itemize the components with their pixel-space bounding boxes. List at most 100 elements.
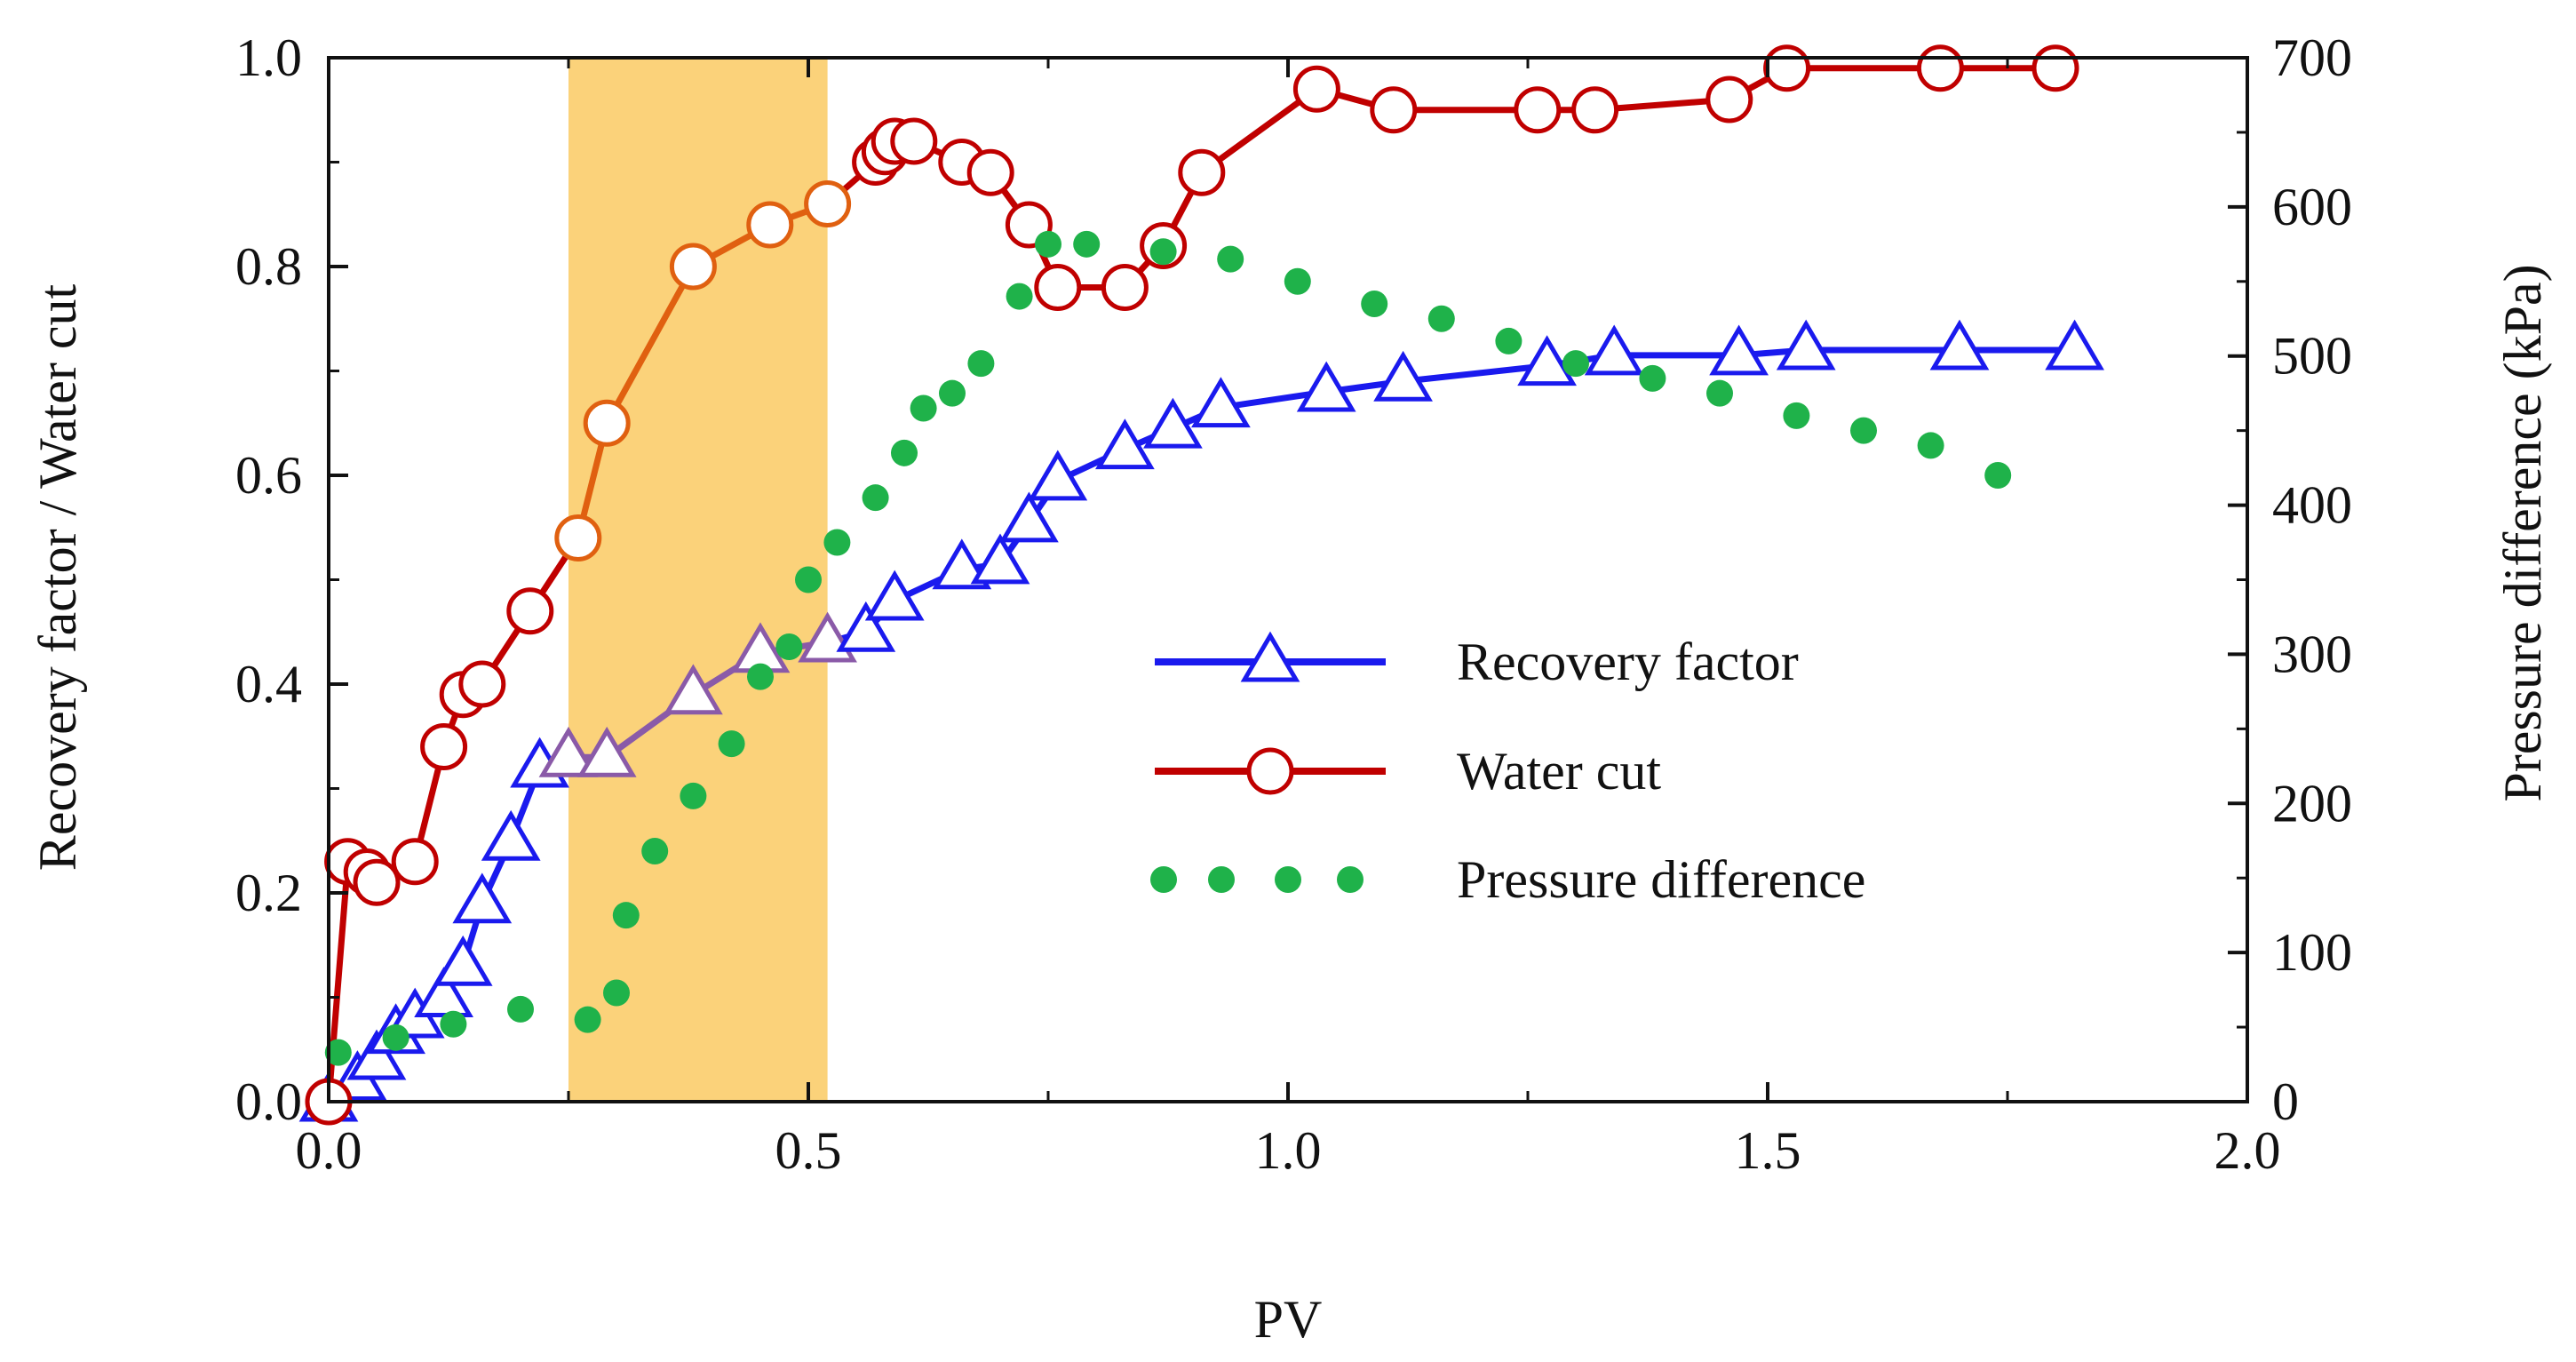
y-right-tick-label: 100 — [2272, 923, 2352, 982]
data-point-triangle — [433, 935, 493, 986]
data-point-dot — [574, 1006, 601, 1033]
data-point-circle — [1370, 86, 1418, 134]
series-line-segment — [1198, 85, 1320, 176]
data-point-circle — [1101, 264, 1149, 311]
legend-dot — [1275, 866, 1301, 893]
legend-label: Recovery factor — [1457, 633, 1799, 691]
data-point-dot — [910, 394, 937, 422]
data-point-dot — [1073, 230, 1101, 258]
y-left-axis-title: Recovery factor / Water cut — [28, 283, 87, 871]
data-point-circle — [2031, 44, 2079, 92]
data-point-dot — [967, 350, 995, 378]
data-point-circle — [1571, 86, 1619, 134]
legend-dot — [1337, 866, 1364, 893]
data-point-triangle — [1584, 324, 1644, 376]
legend-label: Pressure difference — [1457, 850, 1865, 909]
data-point-triangle — [999, 491, 1059, 543]
data-point-circle — [420, 723, 468, 770]
x-tick-label: 1.5 — [1735, 1121, 1801, 1180]
y-right-axis-title: Pressure difference (kPa) — [2493, 264, 2552, 801]
legend-dot — [1208, 866, 1235, 893]
data-point-circle — [1034, 264, 1082, 311]
data-point-dot — [1149, 238, 1177, 266]
data-point-circle — [1178, 148, 1226, 196]
y-left-tick-label: 0.2 — [235, 864, 302, 922]
series-line-segment — [603, 263, 696, 426]
data-point-triangle — [452, 872, 513, 924]
data-point-dot — [382, 1023, 409, 1051]
y-right-tick-label: 700 — [2272, 28, 2352, 87]
series-pressure-difference — [324, 230, 2012, 1066]
data-point-dot — [718, 730, 745, 758]
data-point-circle — [554, 514, 602, 562]
data-point-circle — [890, 117, 938, 165]
y-right-tick-label: 600 — [2272, 178, 2352, 236]
data-point-dot — [775, 633, 803, 661]
legend: Recovery factor Water cut Pressure differe… — [1150, 631, 1865, 909]
data-point-triangle — [1776, 319, 1836, 370]
data-point-circle — [1292, 65, 1340, 113]
data-point-dot — [1361, 290, 1388, 317]
y-right-tick-label: 0 — [2272, 1072, 2299, 1131]
data-point-circle — [1705, 76, 1753, 123]
y-right-tick-label: 400 — [2272, 476, 2352, 535]
y-right-axis: 0 100 200 300 400 500 600 700 — [2228, 28, 2352, 1131]
data-point-dot — [324, 1039, 352, 1066]
y-left-tick-label: 0.8 — [235, 237, 302, 296]
legend-item-recovery-factor: Recovery factor — [1155, 631, 1799, 691]
data-point-dot — [747, 663, 774, 690]
data-point-dot — [603, 979, 630, 1007]
data-point-triangle — [1095, 418, 1155, 470]
data-point-circle — [1916, 44, 1964, 92]
data-point-dot — [1850, 417, 1877, 444]
x-axis-title: PV — [1254, 1290, 1323, 1349]
y-right-tick-label: 500 — [2272, 327, 2352, 386]
data-point-triangle — [346, 1029, 407, 1080]
data-point-circle — [1763, 44, 1811, 92]
data-point-dot — [1706, 379, 1733, 407]
data-point-dot — [1495, 327, 1523, 354]
x-tick-label: 0.5 — [775, 1121, 842, 1180]
data-point-dot — [939, 379, 966, 407]
data-point-dot — [1427, 305, 1455, 332]
data-point-triangle — [1929, 319, 1990, 370]
data-point-dot — [1006, 283, 1033, 310]
legend-dot — [1150, 866, 1177, 893]
legend-triangle — [1240, 631, 1300, 682]
data-point-dot — [823, 529, 851, 556]
series-recovery-factor — [298, 319, 2104, 1122]
legend-circle — [1246, 747, 1294, 795]
data-point-triangle — [1296, 361, 1356, 412]
data-point-circle — [1514, 86, 1562, 134]
data-point-circle — [746, 201, 794, 249]
data-point-dot — [612, 902, 640, 929]
series-line-segment — [1400, 362, 1551, 385]
y-left-tick-label: 0.6 — [235, 446, 302, 505]
x-axis: 0.0 0.5 1.0 1.5 2.0 — [296, 58, 2281, 1180]
data-point-triangle — [1191, 377, 1251, 428]
data-point-circle — [966, 148, 1014, 196]
data-point-triangle — [1709, 324, 1769, 376]
data-point-dot — [1639, 364, 1666, 392]
data-point-dot — [1783, 402, 1810, 429]
data-point-triangle — [576, 726, 637, 777]
data-point-circle — [458, 660, 506, 708]
data-point-dot — [1562, 350, 1589, 378]
data-point-dot — [1284, 267, 1311, 295]
data-point-dot — [680, 782, 707, 809]
data-point-triangle — [1143, 397, 1203, 449]
data-point-circle — [583, 399, 631, 447]
data-point-circle — [669, 243, 717, 291]
y-left-axis: 0.0 0.2 0.4 0.6 0.8 1.0 — [235, 28, 348, 1131]
y-left-tick-label: 0.4 — [235, 655, 302, 713]
legend-item-pressure-difference: Pressure difference — [1150, 850, 1865, 909]
data-point-dot — [1217, 245, 1244, 273]
data-point-triangle — [481, 809, 541, 861]
data-point-dot — [1917, 432, 1944, 459]
data-point-triangle — [1373, 350, 1433, 402]
data-point-triangle — [970, 533, 1030, 585]
data-point-triangle — [538, 726, 599, 777]
data-point-triangle — [932, 538, 992, 590]
data-point-circle — [506, 587, 554, 635]
data-point-circle — [391, 838, 439, 886]
